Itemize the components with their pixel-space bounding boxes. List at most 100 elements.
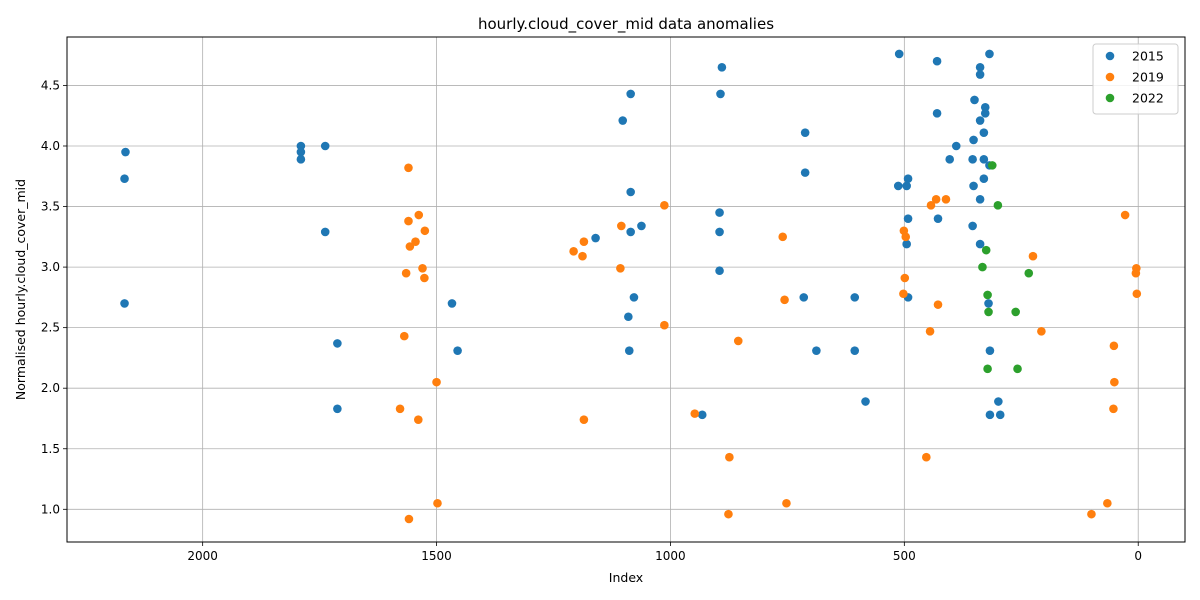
data-point-2015	[637, 221, 646, 231]
data-point-2019	[1028, 251, 1038, 261]
data-point-2019	[1087, 509, 1096, 519]
data-point-2019	[395, 404, 405, 414]
data-point-2019	[1103, 498, 1112, 508]
data-point-2015	[979, 128, 989, 137]
grid	[67, 37, 1185, 542]
data-point-2015	[629, 293, 639, 302]
data-point-2019	[579, 237, 589, 246]
data-point-2015	[120, 174, 129, 183]
data-point-2019	[1120, 210, 1130, 220]
data-point-2022	[978, 262, 987, 272]
data-point-2019	[660, 201, 669, 210]
data-point-2015	[717, 62, 727, 72]
y-tick-label: 4.0	[41, 139, 60, 153]
data-point-2019	[578, 251, 587, 261]
y-tick-label: 1.0	[41, 502, 60, 516]
data-point-2015	[320, 227, 330, 237]
y-tick-label: 1.5	[41, 442, 60, 456]
data-point-2019	[399, 331, 409, 341]
data-point-2015	[951, 141, 961, 151]
data-point-2015	[120, 299, 129, 308]
data-point-2022	[983, 290, 992, 300]
data-point-2015	[985, 346, 995, 355]
axis-ticks: 2000 1500 1000 500 0 1.0 1.5 2.0 2.5 3.0 3.5 4.0 4.5	[41, 78, 1142, 563]
data-point-2015	[975, 70, 985, 79]
legend-marker-2022	[1105, 93, 1115, 103]
data-point-2015	[626, 187, 635, 197]
y-tick-label: 2.0	[41, 381, 60, 395]
data-point-2015	[591, 233, 600, 243]
data-point-2015	[800, 168, 810, 177]
data-point-2019	[1131, 268, 1141, 278]
data-point-2019	[922, 452, 931, 462]
data-point-2015	[980, 102, 990, 112]
data-point-2022	[984, 307, 993, 317]
data-point-2015	[333, 339, 342, 348]
data-point-2019	[724, 509, 733, 519]
data-point-2022	[1011, 307, 1020, 317]
data-point-2019	[414, 415, 423, 424]
data-point-2019	[616, 264, 625, 273]
data-point-2015	[861, 397, 870, 406]
data-point-2019	[899, 289, 908, 299]
x-tick-label: 0	[1134, 549, 1142, 563]
data-point-2015	[626, 89, 635, 99]
data-point-2019	[569, 247, 578, 256]
data-point-2019	[926, 201, 936, 210]
data-point-2015	[984, 299, 993, 308]
data-point-2022	[981, 245, 991, 255]
data-point-2019	[401, 268, 411, 278]
legend: 2015 2019 2022	[1092, 43, 1179, 115]
data-point-2015	[453, 346, 462, 355]
data-point-2022	[1013, 364, 1022, 374]
data-point-2019	[941, 194, 951, 204]
data-point-2019	[925, 326, 935, 336]
data-point-2019	[617, 221, 626, 231]
data-points	[120, 49, 1142, 524]
y-axis-label: Normalised hourly.cloud_cover_mid	[13, 179, 28, 400]
data-point-2015	[333, 404, 342, 414]
data-point-2015	[296, 155, 306, 164]
data-point-2015	[995, 410, 1005, 420]
data-point-2019	[1109, 404, 1118, 414]
data-point-2015	[975, 62, 985, 72]
data-point-2015	[850, 346, 860, 355]
data-point-2015	[968, 155, 977, 164]
legend-label-2019: 2019	[1132, 70, 1164, 85]
legend-marker-2019	[1105, 72, 1115, 82]
data-point-2015	[980, 108, 990, 118]
data-point-2015	[296, 147, 306, 157]
data-point-2019	[780, 295, 789, 305]
data-point-2015	[624, 312, 633, 322]
y-tick-label: 2.5	[41, 321, 60, 335]
data-point-2015	[447, 299, 457, 308]
data-point-2019	[782, 498, 791, 508]
plot-frame	[66, 36, 1186, 543]
data-point-2019	[414, 210, 424, 220]
data-point-2019	[1132, 289, 1142, 299]
data-point-2019	[433, 498, 442, 508]
data-point-2019	[733, 336, 743, 346]
data-point-2015	[932, 108, 942, 118]
data-point-2015	[624, 346, 634, 355]
data-point-2015	[320, 141, 330, 151]
data-point-2019	[418, 264, 427, 273]
data-point-2015	[968, 221, 977, 231]
data-point-2015	[969, 181, 978, 191]
data-point-2022	[987, 161, 997, 170]
legend-marker-2015	[1105, 51, 1115, 61]
data-point-2015	[697, 410, 707, 420]
data-point-2015	[985, 410, 995, 420]
data-point-2019	[420, 273, 429, 283]
data-point-2015	[975, 116, 985, 125]
data-point-2015	[715, 208, 724, 217]
data-point-2015	[893, 181, 903, 191]
data-point-2015	[975, 194, 985, 204]
legend-box	[1092, 43, 1179, 115]
y-tick-label: 3.0	[41, 260, 60, 274]
x-tick-label: 1500	[421, 549, 452, 563]
legend-label-2022: 2022	[1132, 91, 1164, 106]
legend-label-2015: 2015	[1132, 49, 1164, 64]
x-tick-label: 1000	[655, 549, 686, 563]
